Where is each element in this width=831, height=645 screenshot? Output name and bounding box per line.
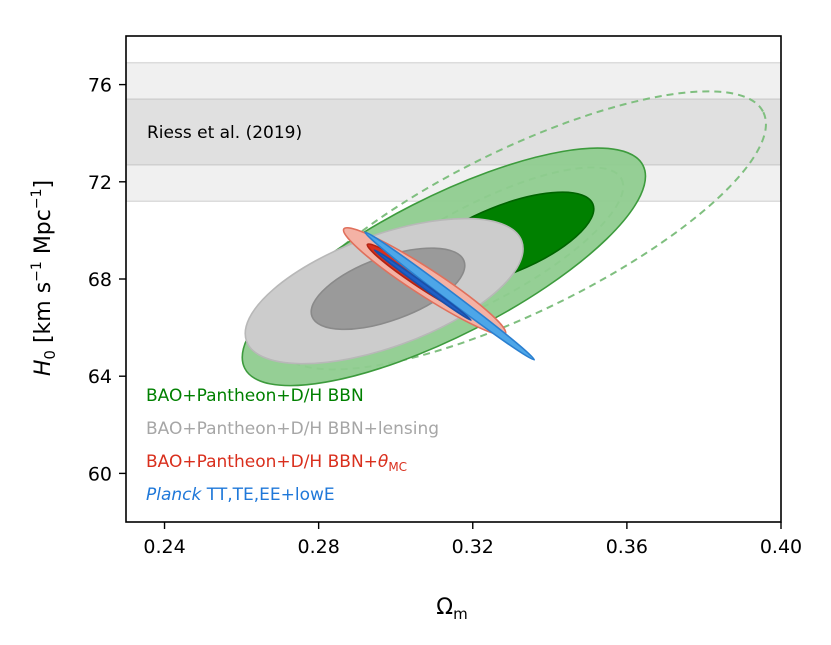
legend-entry-subscript: MC: [388, 460, 407, 474]
legend-entry-label: BAO+Pantheon+D/H BBN+: [146, 452, 378, 472]
legend-entry-symbol: θ: [378, 452, 389, 472]
contour-blue-inner: [373, 249, 472, 322]
x-axis: 0.24 0.28 0.32 0.36 0.40: [143, 522, 802, 558]
legend-entry: BAO+Pantheon+D/H BBN: [146, 386, 364, 406]
legend-entry-label: BAO+Pantheon+D/H BBN: [146, 386, 364, 406]
x-tick-label: 0.28: [297, 536, 339, 558]
x-axis-label: Ωm: [436, 595, 467, 623]
x-tick-label: 0.40: [760, 536, 802, 558]
legend-entry: Planck TT,TE,EE+lowE: [146, 485, 335, 505]
legend-entry-italic: Planck: [146, 485, 203, 505]
contour-group: [241, 90, 767, 387]
y-tick-label: 76: [88, 75, 112, 97]
x-tick-label: 0.24: [143, 536, 185, 558]
legend-entry-label: BAO+Pantheon+D/H BBN+lensing: [146, 419, 439, 439]
y-tick-label: 72: [88, 172, 112, 194]
legend-entry: BAO+Pantheon+D/H BBN+lensing: [146, 419, 439, 439]
y-tick-label: 68: [88, 269, 112, 291]
y-tick-label: 64: [88, 366, 112, 388]
x-tick-label: 0.32: [452, 536, 494, 558]
y-tick-label: 60: [88, 463, 112, 485]
x-tick-label: 0.36: [606, 536, 648, 558]
y-axis: 60 64 68 72 76: [88, 75, 126, 485]
legend-entry: BAO+Pantheon+D/H BBN+θMC: [146, 452, 407, 474]
band-label: Riess et al. (2019): [147, 123, 302, 143]
legend: BAO+Pantheon+D/H BBN BAO+Pantheon+D/H BBN…: [146, 386, 439, 505]
y-axis-label: H0 [km s−1 Mpc−1]: [29, 180, 59, 376]
legend-entry-label: TT,TE,EE+lowE: [201, 485, 334, 505]
riess-band-group: [126, 61, 781, 202]
band-inner: [126, 98, 781, 166]
